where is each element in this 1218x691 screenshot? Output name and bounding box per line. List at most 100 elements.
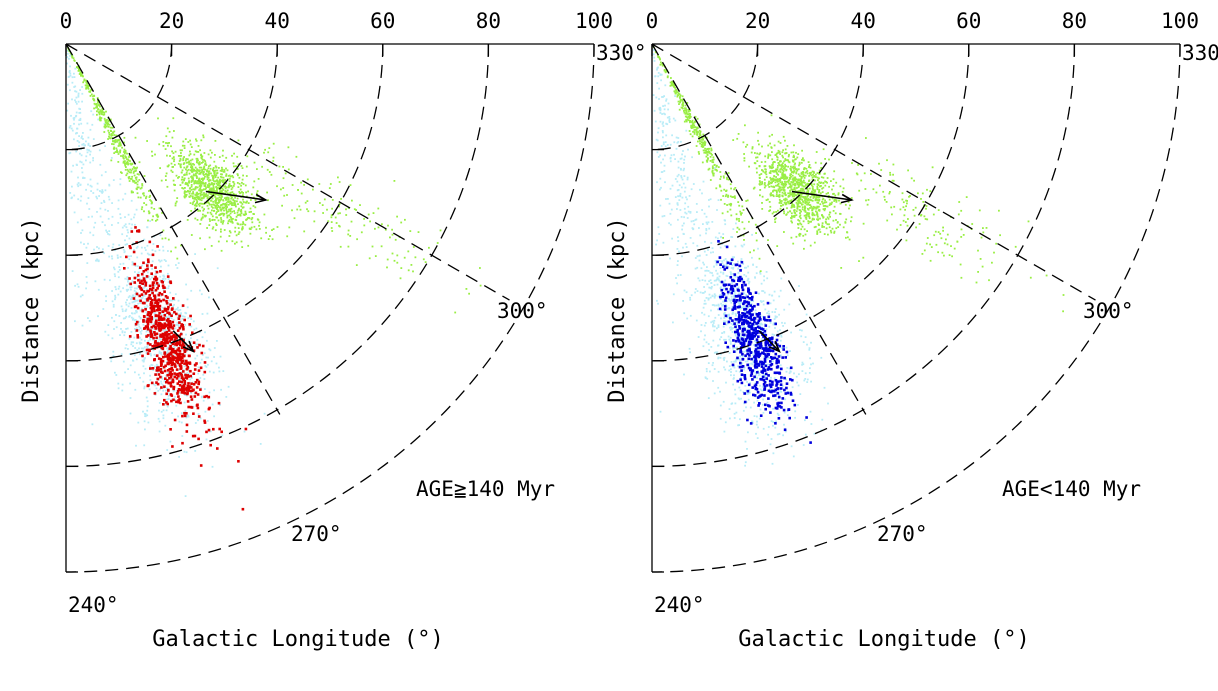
data-point	[805, 313, 808, 316]
data-point	[145, 348, 149, 352]
data-point	[716, 327, 718, 330]
data-point	[164, 237, 167, 240]
data-point	[684, 202, 687, 205]
data-point	[111, 257, 114, 260]
data-point	[180, 373, 183, 377]
data-point	[136, 336, 140, 339]
data-point	[189, 194, 192, 197]
data-point	[164, 298, 167, 301]
data-point	[771, 133, 773, 136]
data-point	[694, 267, 697, 270]
data-point	[177, 353, 181, 357]
data-point	[99, 116, 101, 119]
data-point	[162, 326, 166, 330]
data-point	[151, 249, 154, 251]
data-point	[761, 389, 763, 392]
data-point	[776, 178, 779, 180]
data-point	[213, 193, 215, 196]
data-point	[733, 377, 735, 379]
data-point	[175, 404, 178, 407]
data-point	[253, 180, 256, 183]
data-point	[657, 75, 660, 78]
data-point	[131, 162, 134, 165]
data-point	[662, 121, 664, 124]
data-point	[179, 184, 182, 186]
data-point	[159, 328, 163, 331]
data-point	[83, 79, 86, 82]
data-point	[196, 157, 199, 160]
data-point	[293, 217, 296, 220]
data-point	[657, 127, 660, 130]
data-point	[212, 189, 215, 192]
data-point	[783, 178, 785, 180]
data-point	[179, 149, 182, 152]
data-point	[131, 175, 133, 178]
data-point	[199, 388, 202, 391]
data-point	[850, 220, 852, 223]
data-point	[134, 347, 137, 349]
data-point	[98, 149, 101, 152]
data-point	[201, 169, 204, 172]
data-point	[774, 426, 777, 429]
data-point	[677, 236, 679, 239]
data-point	[233, 183, 236, 185]
data-point	[190, 325, 193, 328]
data-point	[146, 226, 148, 229]
data-point	[770, 420, 773, 422]
data-point	[178, 341, 182, 344]
data-point	[166, 449, 169, 451]
data-point	[137, 299, 139, 302]
data-point	[198, 182, 201, 184]
data-point	[217, 199, 220, 202]
data-point	[114, 296, 117, 299]
data-point	[226, 240, 228, 243]
data-point	[78, 145, 80, 147]
data-point	[77, 198, 80, 201]
data-point	[154, 322, 158, 325]
data-point	[101, 192, 104, 194]
data-point	[724, 219, 726, 222]
data-point	[188, 172, 191, 175]
data-point	[166, 165, 169, 168]
data-point	[797, 153, 800, 155]
data-point	[794, 214, 797, 217]
data-point	[185, 361, 189, 365]
data-point	[724, 311, 726, 314]
data-point	[331, 199, 334, 201]
data-point	[156, 377, 160, 381]
data-point	[168, 130, 171, 133]
data-point	[185, 173, 188, 176]
data-point	[256, 195, 259, 198]
data-point	[174, 204, 177, 207]
data-point	[123, 157, 125, 160]
data-point	[773, 334, 776, 336]
data-point	[214, 169, 217, 172]
data-point	[126, 168, 129, 171]
data-point	[858, 260, 860, 262]
data-point	[152, 349, 155, 352]
data-point	[204, 248, 206, 251]
data-point	[123, 251, 126, 254]
data-point	[705, 232, 707, 235]
data-point	[681, 196, 684, 199]
data-point	[216, 172, 219, 174]
data-point	[203, 152, 206, 154]
data-point	[717, 314, 720, 316]
data-point	[190, 210, 193, 212]
data-point	[78, 112, 81, 114]
data-point	[754, 309, 757, 312]
data-point	[780, 335, 783, 338]
data-point	[762, 377, 765, 380]
data-point	[230, 202, 233, 205]
data-point	[187, 373, 190, 375]
data-point	[774, 308, 777, 310]
data-point	[776, 412, 779, 415]
data-point	[71, 56, 74, 59]
data-point	[173, 130, 175, 132]
data-point	[331, 207, 333, 210]
data-point	[749, 382, 751, 384]
data-point	[675, 147, 678, 150]
data-point	[742, 279, 745, 282]
data-point	[182, 388, 186, 392]
data-point	[773, 318, 776, 320]
